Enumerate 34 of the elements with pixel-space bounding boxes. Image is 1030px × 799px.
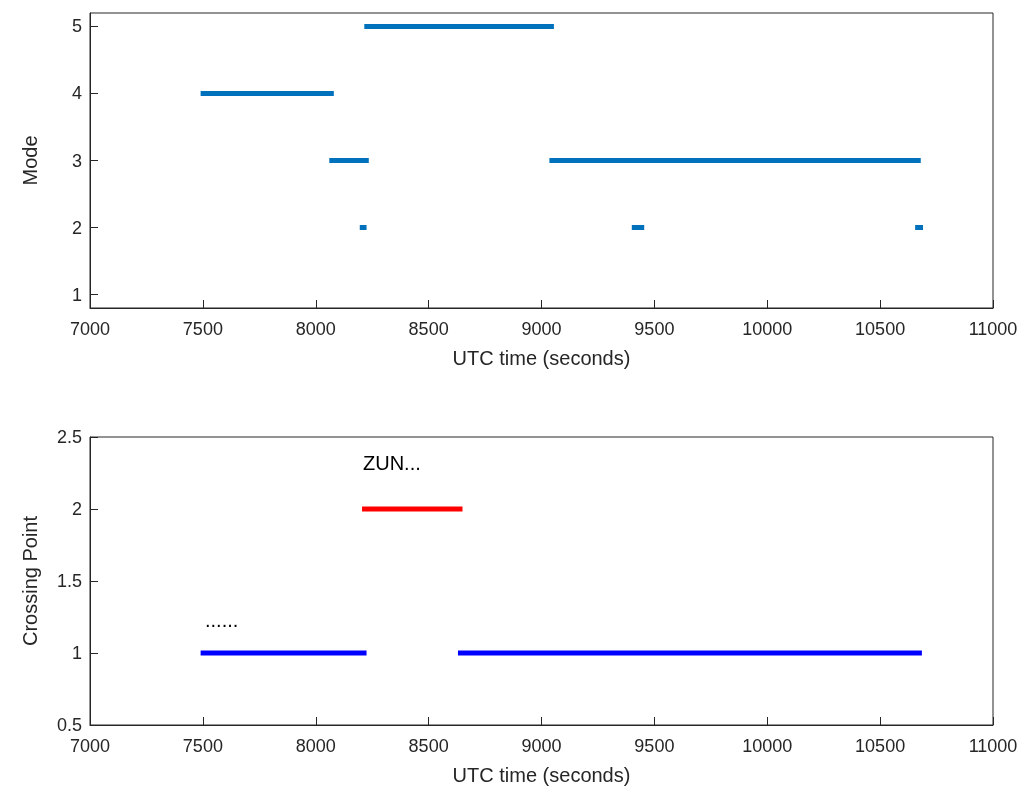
x-tick-label: 8000 [295, 319, 336, 339]
x-tick-label: 11000 [968, 736, 1018, 756]
y-tick-label: 1 [71, 284, 82, 305]
y-tick-label: 0.5 [56, 715, 82, 735]
x-tick-label: 7500 [182, 319, 223, 339]
y-tick-label: 1 [71, 643, 82, 663]
y-tick-label: 2.5 [56, 427, 82, 447]
y-axis-title: Crossing Point [19, 515, 41, 647]
x-tick-label: 7000 [69, 736, 111, 756]
x-tick-label: 8500 [408, 319, 449, 339]
y-tick-label: 4 [71, 83, 82, 104]
x-tick-label: 7000 [69, 319, 111, 339]
x-tick-label: 9000 [521, 319, 562, 339]
y-axis-title: Mode [19, 135, 41, 186]
x-tick-label: 10000 [742, 319, 793, 339]
x-tick-label: 9500 [634, 736, 675, 756]
x-axis-title: UTC time (seconds) [452, 764, 631, 786]
x-tick-label: 8500 [408, 736, 449, 756]
x-tick-label: 10000 [742, 736, 793, 756]
x-tick-label: 8000 [295, 736, 336, 756]
y-tick-label: 2 [71, 499, 82, 519]
x-tick-label: 10500 [855, 319, 906, 339]
x-tick-label: 10500 [855, 736, 906, 756]
x-axis-title: UTC time (seconds) [452, 347, 631, 369]
x-tick-label: 11000 [968, 319, 1018, 339]
y-tick-label: 5 [71, 16, 82, 37]
x-tick-label: 9000 [521, 736, 562, 756]
y-tick-label: 3 [71, 150, 82, 171]
annotation: ...... [205, 609, 239, 631]
y-tick-label: 1.5 [56, 571, 82, 591]
x-tick-label: 9500 [634, 319, 675, 339]
x-tick-label: 7500 [182, 736, 223, 756]
annotation: ZUN... [363, 452, 421, 474]
y-tick-label: 2 [71, 217, 82, 238]
